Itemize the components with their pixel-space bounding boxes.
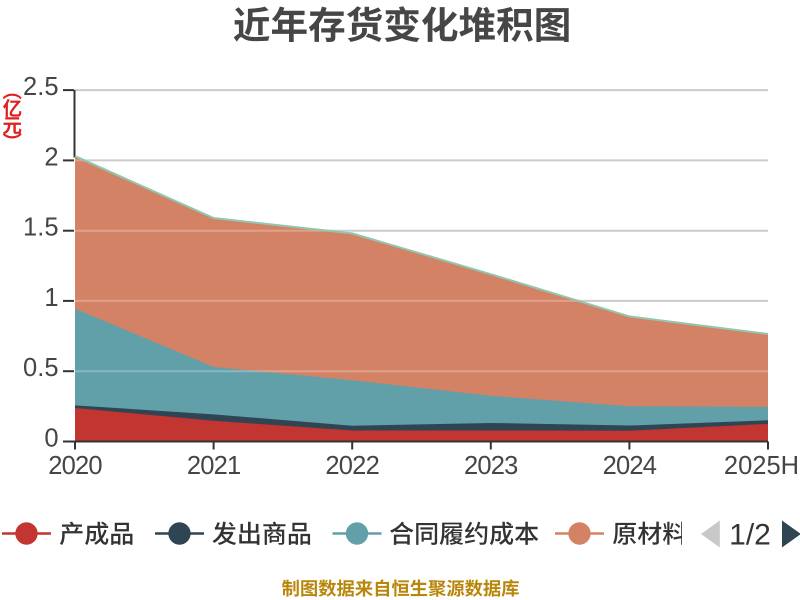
svg-text:2.5: 2.5 <box>23 73 58 101</box>
svg-text:2: 2 <box>44 143 58 171</box>
svg-text:2022: 2022 <box>325 452 379 480</box>
svg-text:2023: 2023 <box>464 452 518 480</box>
svg-text:0: 0 <box>44 425 58 453</box>
svg-text:2020: 2020 <box>48 452 102 480</box>
svg-text:2024: 2024 <box>603 452 657 480</box>
svg-text:1: 1 <box>44 284 58 312</box>
svg-text:0.5: 0.5 <box>23 354 58 382</box>
svg-text:2025H: 2025H <box>724 452 799 480</box>
svg-text:1.5: 1.5 <box>23 214 58 242</box>
svg-text:2021: 2021 <box>187 452 241 480</box>
svg-text:1/2: 1/2 <box>729 519 771 552</box>
